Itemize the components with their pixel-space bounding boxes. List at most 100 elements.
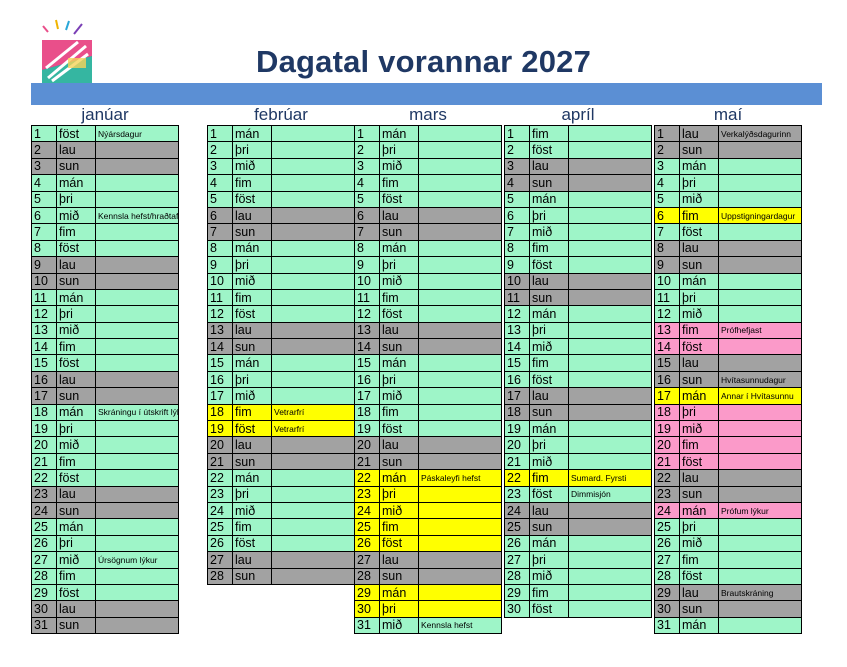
weekday: þri (379, 256, 419, 274)
day-number: 17 (504, 387, 530, 405)
day-note (568, 157, 652, 176)
day-number: 25 (504, 518, 530, 536)
weekday: mið (232, 272, 272, 290)
day-number: 18 (504, 403, 530, 422)
day-number: 15 (31, 354, 57, 372)
day-note (418, 223, 502, 241)
day-row: 7 sun (207, 223, 355, 241)
day-note (271, 518, 355, 536)
day-number: 19 (31, 420, 57, 438)
weekday: mán (232, 239, 272, 258)
day-number: 22 (504, 469, 530, 487)
day-number: 31 (654, 616, 680, 635)
weekday: mið (56, 436, 96, 454)
weekday: mið (232, 387, 272, 405)
day-note (95, 141, 179, 159)
day-number: 8 (31, 239, 57, 258)
day-number: 16 (354, 370, 380, 389)
day-number: 11 (654, 288, 680, 307)
day-number: 8 (354, 239, 380, 258)
day-note: Brautskráning (718, 583, 802, 602)
day-row: 31 mið Kennsla hefst (354, 616, 502, 635)
day-row: 26 föst (354, 534, 502, 553)
weekday: lau (232, 551, 272, 569)
day-row: 1 föst Nýársdagur (31, 124, 179, 143)
day-note (418, 436, 502, 454)
day-note (568, 387, 652, 405)
weekday: þri (529, 551, 569, 569)
day-note (95, 518, 179, 536)
day-number: 14 (207, 338, 233, 356)
day-row: 8 mán (354, 239, 502, 258)
day-number: 23 (31, 485, 57, 503)
month-table: 1 mán 2 þri 3 mið 4 fim 5 föst 6 lau 7 sun 8 mán 9 þri 10 m… (207, 124, 355, 585)
day-row: 1 mán (207, 124, 355, 143)
day-note (418, 583, 502, 602)
weekday: mið (56, 321, 96, 340)
day-note (718, 567, 802, 585)
day-number: 26 (207, 534, 233, 553)
day-row: 16 föst (504, 370, 652, 389)
day-note (271, 469, 355, 487)
day-number: 3 (31, 157, 57, 176)
day-note: Páskaleyfi hefst (418, 469, 502, 487)
day-row: 26 föst (207, 534, 355, 553)
weekday: mið (529, 567, 569, 585)
weekday: föst (529, 370, 569, 389)
day-number: 22 (207, 469, 233, 487)
day-row: 19 mán (504, 420, 652, 438)
day-number: 25 (207, 518, 233, 536)
day-number: 27 (354, 551, 380, 569)
weekday: lau (679, 239, 719, 258)
weekday: sun (679, 256, 719, 274)
weekday: lau (232, 206, 272, 225)
day-note (568, 338, 652, 356)
day-number: 15 (654, 354, 680, 372)
weekday: lau (232, 436, 272, 454)
weekday: mán (232, 124, 272, 143)
day-number: 4 (654, 174, 680, 192)
day-row: 18 fim (354, 403, 502, 422)
weekday: föst (232, 534, 272, 553)
day-row: 11 þri (654, 288, 802, 307)
weekday: þri (56, 190, 96, 208)
day-note (418, 534, 502, 553)
day-note (718, 157, 802, 176)
day-number: 7 (354, 223, 380, 241)
weekday: lau (56, 485, 96, 503)
month-name: maí (713, 105, 743, 124)
day-number: 18 (654, 403, 680, 422)
day-number: 14 (654, 338, 680, 356)
day-note (418, 354, 502, 372)
day-number: 25 (31, 518, 57, 536)
weekday: fim (379, 174, 419, 192)
day-number: 24 (504, 501, 530, 520)
day-note: Sumard. Fyrsti (568, 469, 652, 487)
day-note (718, 420, 802, 438)
weekday: sun (232, 452, 272, 471)
day-note (271, 354, 355, 372)
day-row: 14 fim (31, 338, 179, 356)
day-row: 23 þri (354, 485, 502, 503)
day-number: 10 (207, 272, 233, 290)
weekday: fim (679, 436, 719, 454)
weekday: mán (379, 239, 419, 258)
day-number: 20 (654, 436, 680, 454)
day-row: 22 lau (654, 469, 802, 487)
day-note (95, 174, 179, 192)
day-row: 29 mán (354, 583, 502, 602)
day-number: 30 (504, 600, 530, 618)
day-row: 24 lau (504, 501, 652, 520)
day-number: 28 (654, 567, 680, 585)
day-note (418, 403, 502, 422)
day-note (568, 354, 652, 372)
weekday: fim (379, 518, 419, 536)
day-note (718, 174, 802, 192)
weekday: föst (529, 141, 569, 159)
day-row: 5 föst (207, 190, 355, 208)
weekday: lau (529, 272, 569, 290)
day-note (271, 370, 355, 389)
day-note (718, 485, 802, 503)
day-note (95, 583, 179, 602)
day-row: 27 þri (504, 551, 652, 569)
